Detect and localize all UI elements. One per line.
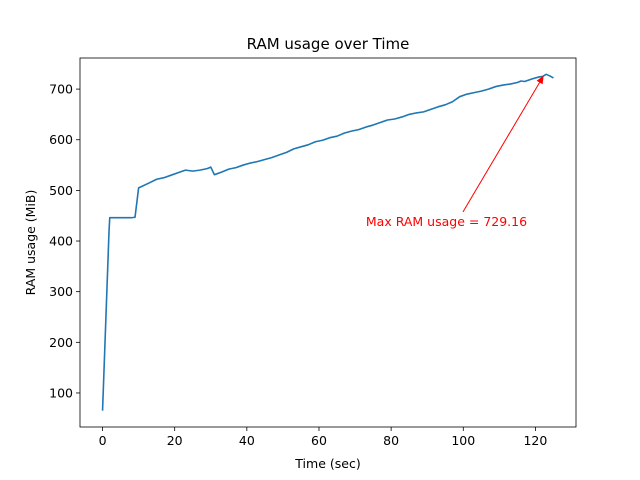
x-tick-label: 120 — [523, 433, 547, 448]
x-tick-label: 80 — [383, 433, 399, 448]
x-axis-label: Time (sec) — [294, 456, 360, 471]
annotation-arrowhead — [536, 75, 544, 85]
annotation-arrow-shaft — [462, 80, 542, 213]
x-tick-label: 0 — [99, 433, 107, 448]
x-tick-label: 20 — [167, 433, 183, 448]
x-tick-label: 100 — [451, 433, 475, 448]
y-tick-label: 200 — [49, 335, 73, 350]
y-tick-label: 600 — [49, 132, 73, 147]
y-axis-label: RAM usage (MiB) — [23, 190, 38, 296]
chart-title: RAM usage over Time — [247, 35, 410, 53]
y-tick-label: 100 — [49, 385, 73, 400]
ram-usage-line — [101, 73, 554, 411]
y-tick-label: 700 — [49, 82, 73, 97]
y-tick-label: 300 — [49, 284, 73, 299]
y-tick-label: 400 — [49, 234, 73, 249]
plot-area — [101, 73, 554, 411]
x-tick-label: 60 — [311, 433, 327, 448]
annotation-group: Max RAM usage = 729.16 — [366, 75, 544, 229]
x-axis-ticks: 0 20 40 60 80 100 120 — [99, 427, 547, 448]
max-ram-annotation-text: Max RAM usage = 729.16 — [366, 214, 527, 229]
x-tick-label: 40 — [239, 433, 255, 448]
plot-frame — [79, 57, 577, 428]
y-tick-label: 500 — [49, 183, 73, 198]
y-axis-ticks: 100 200 300 400 500 600 700 — [49, 82, 80, 400]
